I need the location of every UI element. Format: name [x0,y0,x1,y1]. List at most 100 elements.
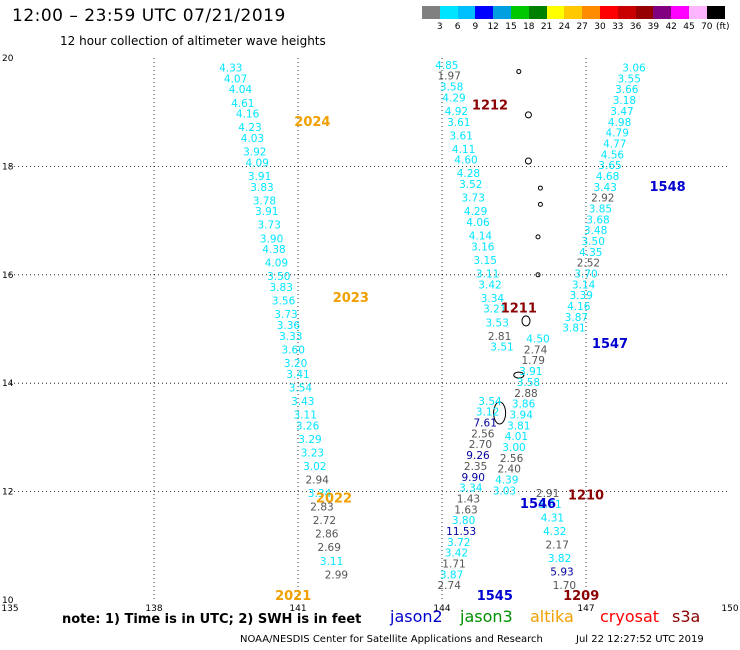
swh-value: 3.73 [462,193,485,205]
x-tick-label: 147 [577,604,594,614]
satellite-label: jason3 [460,607,513,626]
swh-value: 4.35 [579,247,602,259]
swh-value: 4.98 [608,117,631,129]
island-outline [493,401,507,425]
colorbar-label: 45 [683,22,695,32]
swh-value: 4.29 [464,206,487,218]
y-tick-label: 12 [2,488,13,498]
satellite-label: altika [530,607,574,626]
track-label: 1212 [472,98,508,113]
footer-credit: NOAA/NESDIS Center for Satellite Applica… [240,634,543,645]
swh-value: 3.12 [476,407,499,419]
swh-value: 3.70 [574,269,597,281]
x-tick-label: 144 [433,604,450,614]
swh-value: 3.81 [507,420,530,432]
colorbar-swatch [422,6,441,19]
swh-value: 11.53 [446,526,476,538]
colorbar-label: 15 [505,22,517,32]
swh-value: 4.39 [495,474,518,486]
swh-value: 3.86 [512,399,536,411]
swh-value: 3.54 [478,396,502,408]
swh-value: 3.91 [255,206,278,218]
swh-value: 3.72 [447,537,470,549]
track-label: 1209 [563,589,599,604]
swh-value: 3.92 [243,147,266,159]
swh-value: 3.02 [303,461,326,473]
colorbar-label: 6 [454,22,461,32]
track-label: 1211 [501,302,537,317]
swh-value: 2.17 [546,540,569,552]
swh-value: 2.99 [325,569,348,581]
footer-note: note: 1) Time is in UTC; 2) SWH is in fe… [62,612,362,627]
header-subtitle: 12 hour collection of altimeter wave hei… [60,34,326,48]
swh-value: 4.33 [219,63,242,75]
colorbar-swatch [546,6,565,19]
swh-value: 3.56 [272,296,296,308]
swh-value: 1.43 [457,493,480,505]
swh-value: 1.97 [438,71,461,83]
swh-value: 2.94 [306,474,330,486]
satellite-label: jason2 [390,607,443,626]
swh-value: 3.78 [253,195,276,207]
swh-value: 1.70 [553,580,576,592]
colorbar-label: 70 [701,22,713,32]
swh-value: 3.68 [586,214,609,226]
colorbar-label: 24 [558,22,571,32]
swh-value: 3.03 [493,485,516,497]
island-outline [535,234,541,240]
colorbar-swatch [706,6,726,19]
colorbar-label: 36 [629,22,642,32]
swh-value: 3.18 [613,95,636,107]
swh-value: 3.52 [459,179,482,191]
colorbar-label: 12 [487,22,499,32]
colorbar-label: 27 [576,22,588,32]
x-tick-label: 138 [145,604,162,614]
swh-value: 4.09 [265,258,288,270]
swh-value: 2.40 [498,464,521,476]
track-label: 1545 [477,589,513,604]
swh-value: 1.63 [454,504,477,516]
track-label: 2023 [333,291,369,306]
x-tick-label: 135 [1,604,18,614]
swh-value: 3.41 [286,369,309,381]
swh-value: 4.04 [229,84,253,96]
swh-value: 4.79 [606,128,629,140]
colorbar-label: 39 [647,22,660,32]
swh-value: 4.07 [224,73,247,85]
swh-value: 3.54 [289,382,313,394]
swh-value: 3.91 [248,171,271,183]
y-tick-label: 16 [2,271,14,281]
swh-value: 3.61 [450,130,473,142]
swh-value: 4.38 [262,244,285,256]
swh-value: 2.74 [524,344,548,356]
satellite-label: s3a [672,607,701,626]
x-tick-label: 150 [721,604,738,614]
colorbar-swatch [493,6,512,19]
colorbar-swatch [635,6,654,19]
swh-value: 4.23 [238,122,261,134]
swh-value: 2.56 [471,428,495,440]
swh-value: 3.53 [486,317,509,329]
island-outline [537,185,543,191]
swh-value: 4.60 [454,155,477,167]
swh-value: 3.94 [510,409,534,421]
swh-value: 4.03 [241,133,264,145]
swh-value: 3.91 [519,366,542,378]
y-tick-label: 18 [2,162,14,172]
colorbar-label: 21 [540,22,553,32]
swh-value: 3.91 [538,499,561,511]
swh-value: 3.65 [598,160,621,172]
swh-value: 3.90 [260,233,283,245]
swh-value: 3.58 [440,82,463,94]
colorbar-label: 30 [594,22,606,32]
swh-value: 3.23 [301,447,324,459]
swh-value: 3.15 [474,255,497,267]
footer-timestamp: Jul 22 12:27:52 UTC 2019 [576,634,704,645]
colorbar-label: 42 [665,22,677,32]
swh-value: 3.21 [483,304,506,316]
swh-value: 2.83 [310,502,333,514]
swh-value: 4.06 [466,217,490,229]
swh-value: 3.26 [296,420,320,432]
colorbar-swatch [653,6,672,19]
